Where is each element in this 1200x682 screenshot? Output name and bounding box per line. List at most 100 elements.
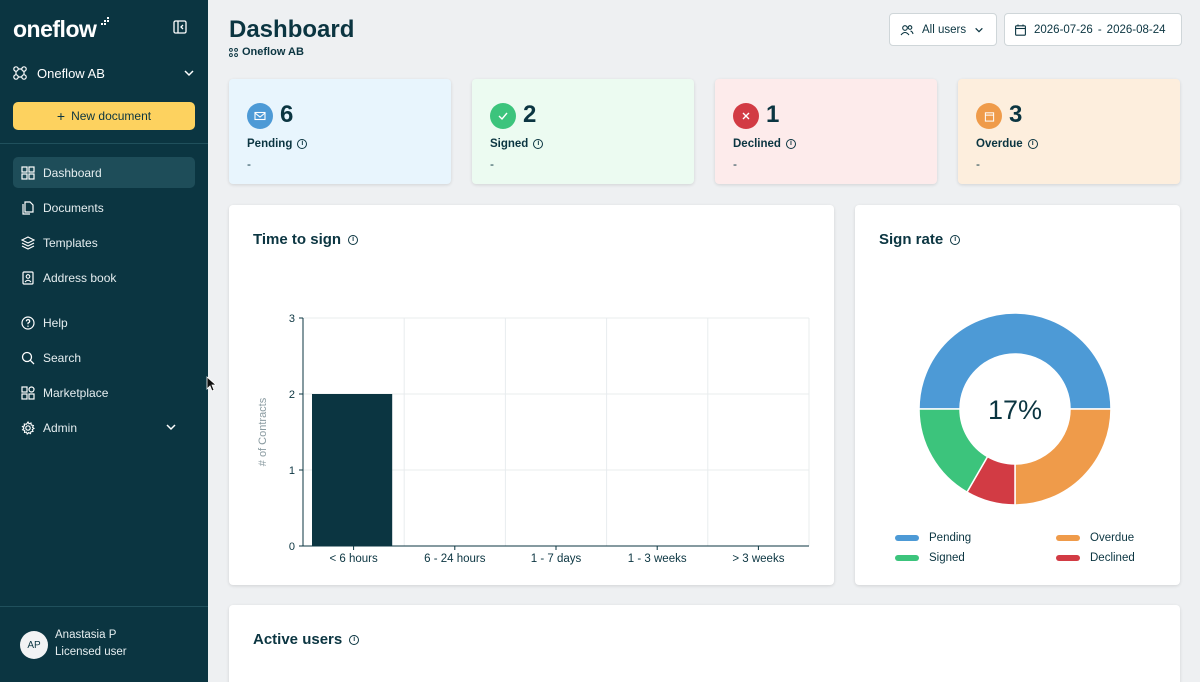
nav-label: Admin xyxy=(43,420,78,435)
legend-label: Overdue xyxy=(1090,532,1135,544)
legend-item[interactable]: Overdue xyxy=(1056,532,1134,544)
legend-label: Pending xyxy=(929,532,972,544)
sign-rate-panel: Sign rate i 17% Pending Overdue Signed Decl… xyxy=(855,205,1180,585)
kpi-count: 2 xyxy=(523,101,537,128)
kpi-label: Declined i xyxy=(733,138,796,150)
nav-label: Help xyxy=(43,315,68,330)
info-icon[interactable]: i xyxy=(1027,139,1038,149)
time-to-sign-chart: 0 1 2 3 < 6 hours 6 - 24 hours 1 - 7 days 1 - 3… xyxy=(257,313,810,565)
nav-item-search[interactable]: Search xyxy=(13,342,195,373)
legend-label: Declined xyxy=(1090,552,1135,564)
kpi-value: - xyxy=(733,157,737,171)
nav-label: Documents xyxy=(43,200,104,215)
active-users-panel: Active users i xyxy=(229,605,1180,682)
kpi-label-text: Pending xyxy=(247,138,293,150)
panel-title-text: Sign rate xyxy=(879,231,944,248)
marketplace-icon xyxy=(21,385,35,400)
kpi-card-pending[interactable]: 6 Pending i - xyxy=(229,79,451,184)
kpi-count: 6 xyxy=(280,101,294,128)
help-icon xyxy=(21,315,35,330)
date-separator: - xyxy=(1097,23,1102,36)
nav-item-help[interactable]: Help xyxy=(13,307,195,338)
legend-swatch xyxy=(895,555,919,561)
logo-row: oneflow xyxy=(13,16,195,42)
x-tick-label: 6 - 24 hours xyxy=(424,553,486,565)
panel-title-text: Time to sign xyxy=(253,231,342,248)
y-axis-label: # of Contracts xyxy=(257,397,269,466)
mouse-cursor-icon xyxy=(206,376,216,392)
date-from: 2026-07-26 xyxy=(1034,23,1093,36)
contact-book-icon xyxy=(22,270,34,285)
info-icon[interactable]: i xyxy=(785,139,796,149)
grid-icon xyxy=(21,165,35,180)
kpi-label: Signed i xyxy=(490,138,544,150)
nav-item-dashboard[interactable]: Dashboard xyxy=(13,157,195,188)
org-icon xyxy=(229,47,238,57)
sidebar: oneflow Oneflow AB + New document Das xyxy=(0,0,208,682)
nav-item-address-book[interactable]: Address book xyxy=(13,262,195,293)
subtitle-org: Oneflow AB xyxy=(242,46,304,58)
pie-slice xyxy=(918,312,1112,410)
legend-item[interactable]: Pending xyxy=(895,532,971,544)
info-icon[interactable]: i xyxy=(950,234,961,245)
user-menu[interactable]: AP Anastasia P Licensed user xyxy=(20,628,200,662)
chevron-down-icon xyxy=(975,27,983,33)
nav-label: Address book xyxy=(43,270,117,285)
info-icon[interactable]: i xyxy=(349,634,360,645)
kpi-label-text: Declined xyxy=(733,138,781,150)
x-tick-label: 1 - 3 weeks xyxy=(628,553,687,565)
kpi-card-overdue[interactable]: 3 Overdue i - xyxy=(958,79,1180,184)
users-filter-label: All users xyxy=(922,23,967,36)
search-icon xyxy=(21,351,35,364)
date-range-picker[interactable]: 2026-07-26 - 2026-08-24 xyxy=(1004,13,1182,46)
user-name: Anastasia P xyxy=(55,629,117,641)
panel-title: Time to sign i xyxy=(253,231,359,248)
layers-icon xyxy=(21,235,35,250)
pie-slice xyxy=(1014,408,1112,506)
gear-icon xyxy=(21,420,35,435)
kpi-card-signed[interactable]: 2 Signed i - xyxy=(472,79,694,184)
envelope-icon xyxy=(247,103,273,129)
users-filter-dropdown[interactable]: All users xyxy=(889,13,997,46)
nav-label: Search xyxy=(43,350,82,365)
page-subtitle: Oneflow AB xyxy=(229,46,304,58)
legend-item[interactable]: Declined xyxy=(1056,552,1135,564)
kpi-value: - xyxy=(247,157,251,171)
x-tick-label: < 6 hours xyxy=(329,553,378,565)
nav-item-documents[interactable]: Documents xyxy=(13,192,195,223)
page-title: Dashboard xyxy=(229,16,355,43)
nav-item-marketplace[interactable]: Marketplace xyxy=(13,377,195,408)
kpi-label: Overdue i xyxy=(976,138,1038,150)
nav-item-templates[interactable]: Templates xyxy=(13,227,195,258)
nav-item-admin[interactable]: Admin xyxy=(13,412,195,443)
panel-title-text: Active users xyxy=(253,631,343,648)
divider xyxy=(0,143,208,144)
legend-item[interactable]: Signed xyxy=(895,552,965,564)
nav-label: Dashboard xyxy=(43,165,102,180)
kpi-label: Pending i xyxy=(247,138,308,150)
x-tick-label: 1 - 7 days xyxy=(531,553,582,565)
sign-rate-percentage: 17% xyxy=(988,395,1042,425)
legend-label: Signed xyxy=(929,552,965,564)
legend-swatch xyxy=(1056,555,1080,561)
users-icon xyxy=(900,24,914,35)
x-tick-label: > 3 weeks xyxy=(732,553,784,565)
info-icon[interactable]: i xyxy=(348,234,359,245)
logo-dots-icon xyxy=(101,17,109,25)
new-document-button[interactable]: + New document xyxy=(13,102,195,130)
org-switcher[interactable]: Oneflow AB xyxy=(13,62,195,84)
divider xyxy=(0,606,208,607)
kpi-card-declined[interactable]: 1 Declined i - xyxy=(715,79,937,184)
kpi-label-text: Signed xyxy=(490,138,529,150)
info-icon[interactable]: i xyxy=(533,139,544,149)
documents-icon xyxy=(22,200,34,215)
legend-swatch xyxy=(895,535,919,541)
collapse-sidebar-icon[interactable] xyxy=(173,20,187,34)
panel-title: Active users i xyxy=(253,631,360,648)
close-icon xyxy=(733,103,759,129)
info-icon[interactable]: i xyxy=(297,139,308,149)
oneflow-logo[interactable]: oneflow xyxy=(13,16,97,42)
panel-title: Sign rate i xyxy=(879,231,961,248)
org-icon xyxy=(13,66,27,80)
kpi-value: - xyxy=(976,157,980,171)
